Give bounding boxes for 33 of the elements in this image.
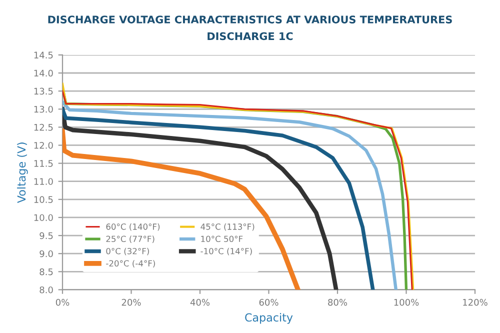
x-tick-label: 20% — [122, 298, 141, 306]
x-axis-title: Capacity — [245, 313, 293, 324]
y-tick-label: 8.0 — [40, 286, 53, 294]
x-tick-label: 40% — [190, 298, 210, 306]
y-tick-label: 8.5 — [40, 268, 53, 276]
legend-label: 45°C (113°F) — [200, 223, 254, 231]
y-tick-label: 14.0 — [34, 70, 53, 77]
y-tick-label: 14.5 — [34, 52, 53, 59]
y-tick-label: 13.0 — [34, 106, 53, 113]
y-tick-label: 11.5 — [34, 160, 53, 167]
y-tick-label: 10.0 — [34, 214, 53, 222]
legend-label: -20°C (-4°F) — [106, 260, 155, 268]
legend-label: -10°C (14°F) — [200, 248, 252, 256]
legend-label: 0°C (32°F) — [106, 248, 149, 256]
legend-label: 10°C 50°F — [201, 236, 243, 242]
line-series — [62, 128, 300, 290]
legend-label: 60°C (140°F) — [106, 223, 160, 231]
x-tick-label: 100% — [394, 298, 419, 306]
y-axis-title: Voltage (V) — [17, 142, 28, 203]
chart-subtitle: DISCHARGE 1C — [208, 32, 293, 40]
y-tick-label: 9.0 — [40, 250, 53, 258]
x-tick-label: 0% — [56, 298, 70, 306]
y-tick-label: 13.5 — [34, 88, 53, 95]
x-tick-label: 60% — [259, 298, 278, 306]
y-tick-label: 12.0 — [34, 142, 53, 149]
y-tick-label: 11.0 — [34, 178, 53, 185]
x-tick-label: 80% — [328, 298, 348, 306]
x-tick-label: 120% — [463, 298, 488, 306]
y-tick-label: 9.5 — [40, 232, 53, 240]
y-tick-label: 10.5 — [34, 196, 53, 203]
y-tick-label: 12.5 — [34, 124, 53, 131]
chart-title: DISCHARGE VOLTAGE CHARACTERISTICS AT VARIOUS TEMPERATURES — [48, 16, 452, 24]
legend-label: 25°C (77°F) — [106, 236, 154, 244]
